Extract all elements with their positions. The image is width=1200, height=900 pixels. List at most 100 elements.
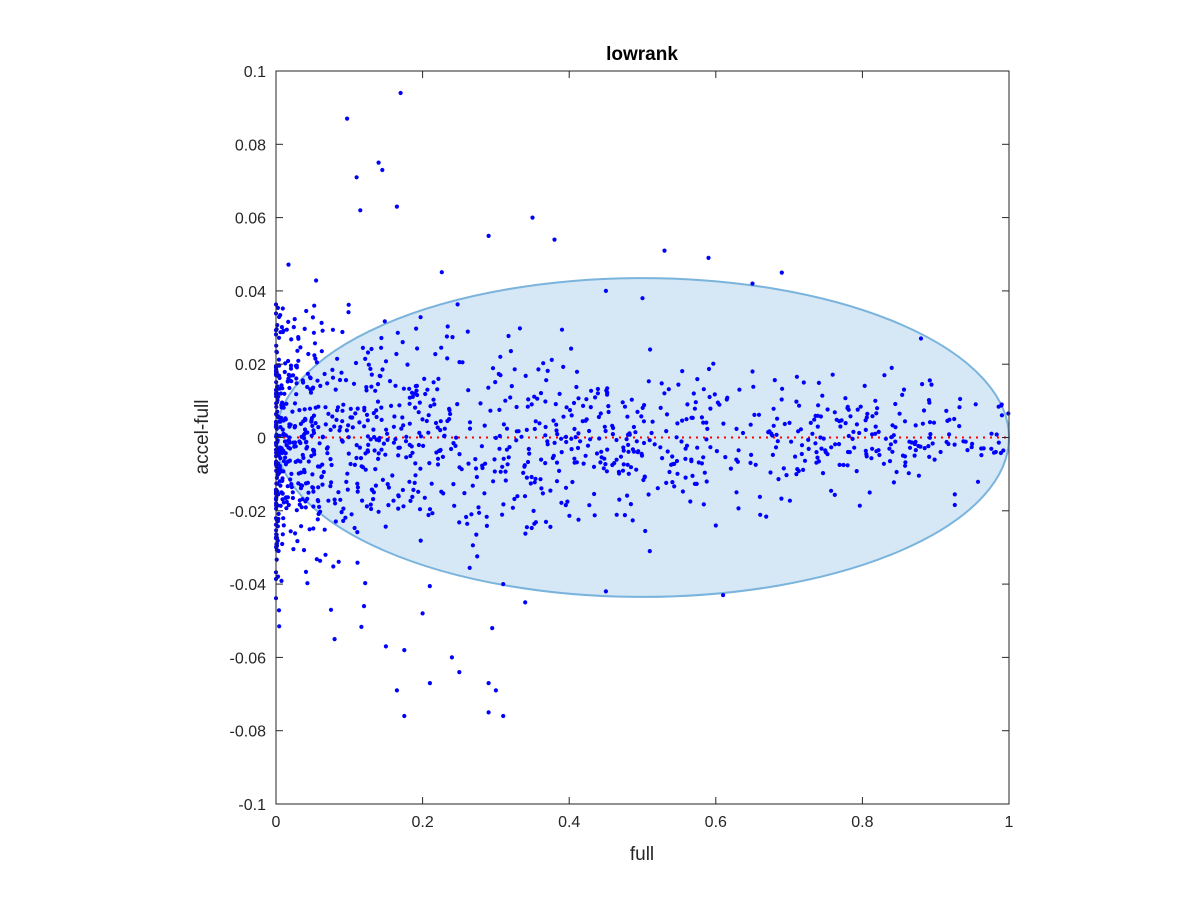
data-point bbox=[640, 296, 645, 301]
data-point bbox=[592, 513, 597, 518]
data-point bbox=[816, 380, 822, 385]
data-point bbox=[627, 431, 632, 436]
data-point bbox=[318, 383, 323, 388]
data-point bbox=[422, 376, 427, 381]
data-point bbox=[444, 334, 449, 339]
data-point bbox=[927, 454, 932, 459]
data-point bbox=[524, 427, 529, 432]
data-point bbox=[340, 419, 345, 424]
data-point bbox=[401, 423, 406, 428]
data-point bbox=[314, 557, 319, 562]
data-point bbox=[383, 524, 388, 529]
data-point bbox=[292, 401, 298, 406]
data-point bbox=[864, 452, 869, 457]
data-point bbox=[751, 384, 756, 389]
data-point bbox=[819, 446, 824, 451]
data-point bbox=[706, 255, 711, 260]
data-point bbox=[695, 445, 700, 450]
data-point bbox=[396, 453, 401, 458]
data-point bbox=[521, 470, 526, 475]
data-point bbox=[926, 444, 931, 449]
data-point bbox=[298, 421, 303, 426]
data-point bbox=[728, 466, 734, 471]
data-point bbox=[283, 455, 288, 460]
data-point bbox=[847, 450, 852, 455]
data-point bbox=[315, 464, 321, 469]
data-point bbox=[876, 429, 881, 434]
data-point bbox=[286, 319, 291, 324]
data-point bbox=[543, 424, 548, 430]
data-point bbox=[504, 447, 509, 452]
data-point bbox=[281, 448, 286, 453]
data-point bbox=[279, 325, 284, 330]
data-point bbox=[321, 469, 326, 475]
data-point bbox=[400, 415, 405, 420]
data-point bbox=[284, 327, 289, 332]
data-point bbox=[799, 451, 804, 457]
data-point bbox=[309, 453, 314, 459]
data-point bbox=[713, 523, 718, 528]
data-point bbox=[679, 439, 684, 444]
data-point bbox=[479, 444, 484, 449]
data-point bbox=[501, 582, 506, 587]
data-point bbox=[766, 430, 771, 435]
data-point bbox=[832, 492, 837, 497]
data-point bbox=[311, 330, 316, 335]
data-point bbox=[922, 446, 927, 451]
data-point bbox=[403, 439, 409, 444]
data-point bbox=[639, 414, 644, 419]
data-point bbox=[397, 403, 402, 408]
y-tick-label: 0.06 bbox=[235, 211, 266, 228]
data-point bbox=[313, 356, 318, 361]
data-point bbox=[567, 408, 573, 413]
data-point bbox=[416, 489, 421, 494]
data-point bbox=[854, 422, 860, 427]
data-point bbox=[435, 425, 440, 430]
data-point bbox=[276, 608, 282, 613]
data-point bbox=[522, 494, 528, 499]
data-point bbox=[757, 494, 763, 499]
data-point bbox=[509, 384, 514, 389]
data-point bbox=[283, 361, 288, 366]
data-point bbox=[830, 372, 835, 377]
y-tick-label: 0.02 bbox=[235, 357, 266, 374]
data-point bbox=[330, 414, 335, 419]
data-point bbox=[704, 479, 709, 484]
data-point bbox=[631, 424, 637, 430]
data-point bbox=[354, 175, 359, 180]
data-point bbox=[676, 382, 681, 387]
data-point bbox=[554, 460, 560, 465]
data-point bbox=[394, 688, 399, 693]
data-point bbox=[295, 348, 300, 353]
data-point bbox=[989, 446, 994, 451]
data-point bbox=[603, 462, 608, 467]
data-point bbox=[454, 435, 459, 440]
data-point bbox=[815, 413, 821, 418]
data-point bbox=[274, 350, 279, 355]
data-point bbox=[357, 420, 362, 425]
data-point bbox=[841, 462, 846, 468]
data-point bbox=[377, 373, 382, 378]
data-point bbox=[294, 392, 299, 397]
data-point bbox=[664, 429, 669, 434]
data-point bbox=[298, 345, 303, 350]
data-point bbox=[806, 446, 811, 451]
data-point bbox=[658, 405, 663, 410]
data-point bbox=[851, 429, 856, 434]
data-point bbox=[517, 326, 523, 331]
data-point bbox=[290, 490, 295, 495]
data-point bbox=[310, 472, 315, 477]
data-point bbox=[296, 481, 301, 486]
data-point bbox=[545, 439, 550, 444]
data-point bbox=[287, 435, 292, 440]
data-point bbox=[418, 466, 423, 471]
data-point bbox=[863, 418, 868, 423]
data-point bbox=[818, 435, 823, 440]
data-point bbox=[328, 484, 333, 489]
data-point bbox=[306, 351, 311, 357]
data-point bbox=[410, 494, 415, 499]
data-point bbox=[404, 434, 409, 439]
data-point bbox=[289, 471, 294, 476]
data-point bbox=[587, 428, 592, 434]
data-point bbox=[457, 360, 462, 365]
